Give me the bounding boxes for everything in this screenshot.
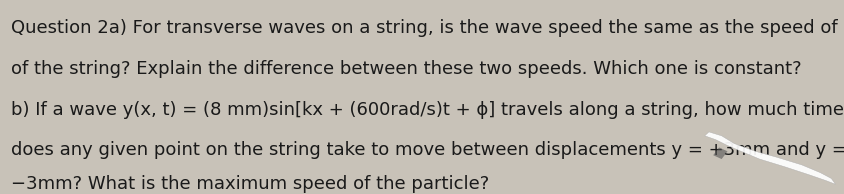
Polygon shape bbox=[713, 147, 728, 159]
Polygon shape bbox=[705, 132, 836, 184]
Text: does any given point on the string take to move between displacements y = +3mm a: does any given point on the string take … bbox=[11, 141, 844, 159]
Text: b) If a wave y(x, t) = (8 mm)sin[kx + (600rad/s)t + ϕ] travels along a string, h: b) If a wave y(x, t) = (8 mm)sin[kx + (6… bbox=[11, 101, 844, 119]
Text: −3mm? What is the maximum speed of the particle?: −3mm? What is the maximum speed of the p… bbox=[11, 175, 490, 193]
Text: Question 2a) For transverse waves on a string, is the wave speed the same as the: Question 2a) For transverse waves on a s… bbox=[11, 19, 844, 37]
Text: of the string? Explain the difference between these two speeds. Which one is con: of the string? Explain the difference be… bbox=[11, 60, 802, 78]
